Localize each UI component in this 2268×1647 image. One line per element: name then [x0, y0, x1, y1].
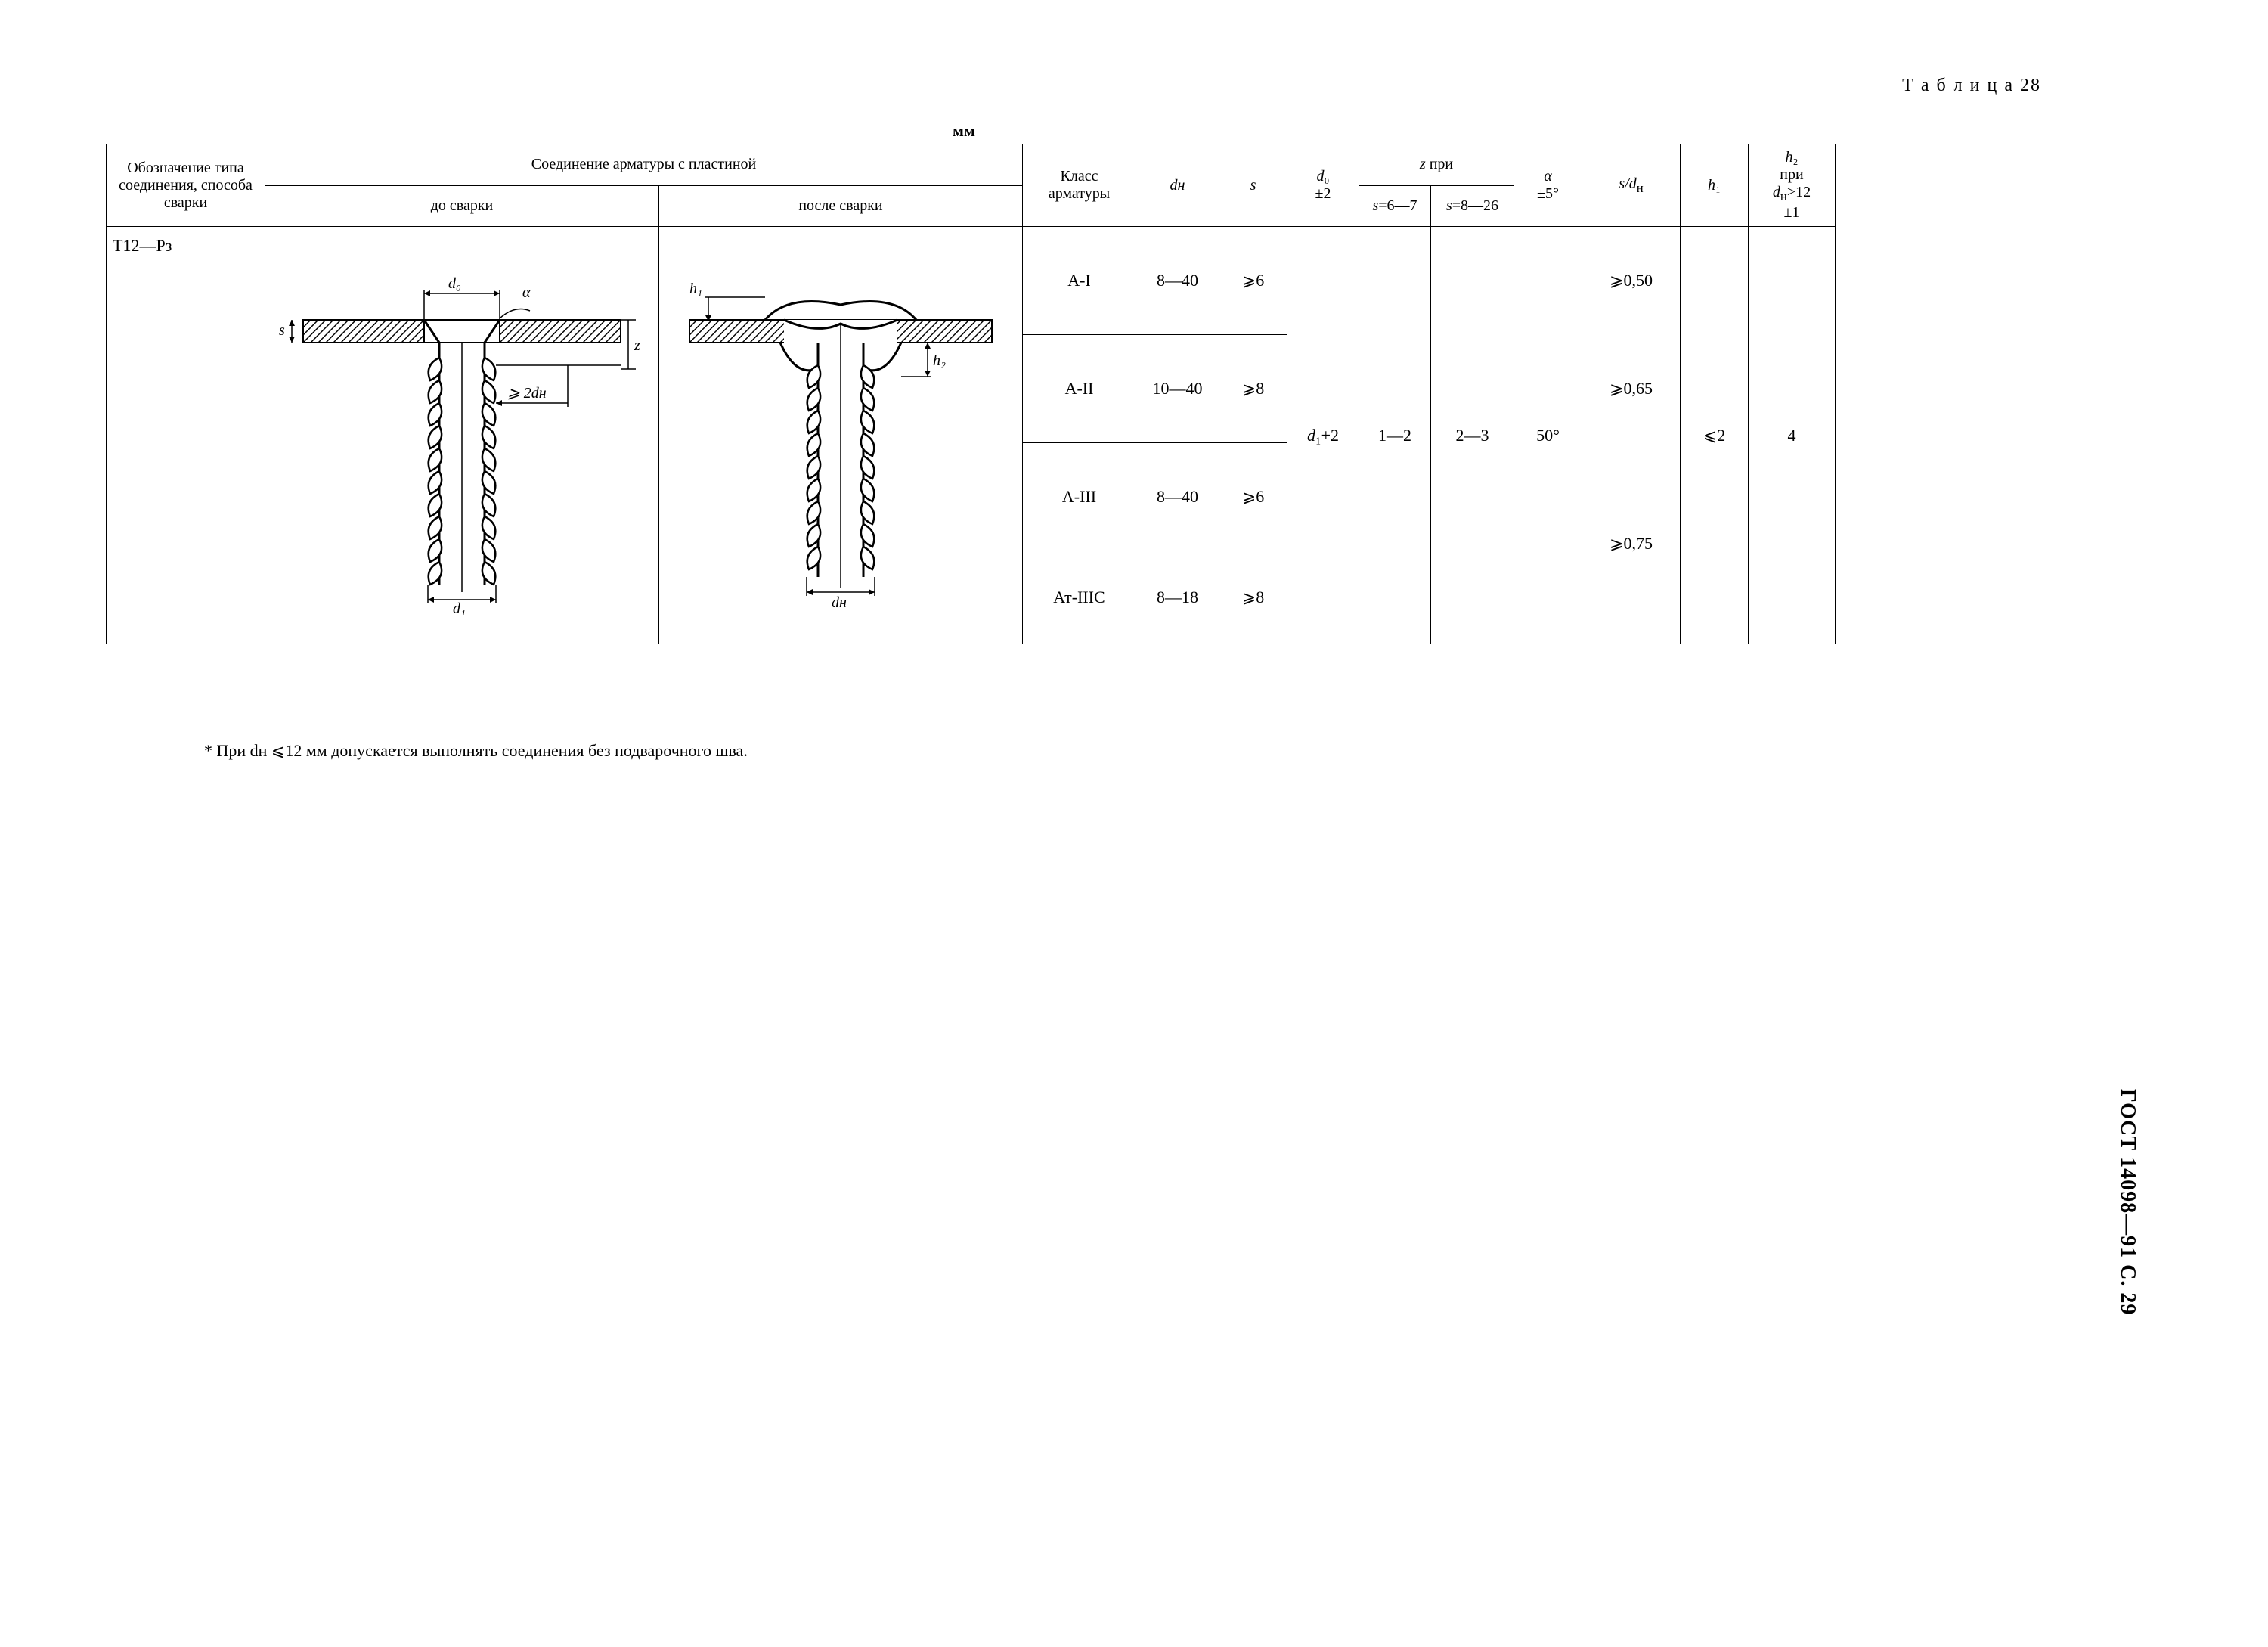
- label-d0: d₀: [448, 275, 461, 292]
- cell-dn-3: 8—40: [1136, 443, 1219, 551]
- cell-class-2: A-II: [1023, 335, 1136, 443]
- unit-label: мм: [953, 121, 975, 141]
- header-designation: Обозначение типа соединения, способа сва…: [107, 144, 265, 227]
- header-z-group: z при: [1359, 144, 1514, 186]
- cell-class-4: Ат-IIIС: [1023, 551, 1136, 644]
- label-s: s: [279, 322, 285, 339]
- header-h1: h₁: [1681, 144, 1749, 227]
- cell-s-2: ⩾8: [1219, 335, 1287, 443]
- header-z-s67: s=6—7: [1359, 185, 1431, 227]
- cell-designation: Т12—Рз: [107, 227, 265, 644]
- header-sdh: s/dн: [1582, 144, 1681, 227]
- header-s: s: [1219, 144, 1287, 227]
- svg-before-weld: α d₀ z: [273, 252, 651, 615]
- cell-d0: d₁+2: [1287, 227, 1359, 644]
- label-z: z: [634, 337, 640, 354]
- cell-sdh-1: ⩾0,50: [1582, 227, 1681, 335]
- header-before-weld: до сварки: [265, 185, 659, 227]
- table-caption: Т а б л и ц а 28: [1902, 76, 2041, 96]
- diagram-before-weld: α d₀ z: [265, 227, 659, 644]
- cell-s-1: ⩾6: [1219, 227, 1287, 335]
- header-alpha: α±5°: [1514, 144, 1582, 227]
- specification-table: Обозначение типа соединения, способа сва…: [106, 144, 1836, 644]
- cell-dn-1: 8—40: [1136, 227, 1219, 335]
- label-dn-after: dн: [832, 594, 847, 611]
- cell-h2: 4: [1749, 227, 1836, 644]
- svg-after-weld: h₁ h₂: [667, 252, 1015, 615]
- cell-dn-2: 10—40: [1136, 335, 1219, 443]
- cell-alpha: 50°: [1514, 227, 1582, 644]
- header-h2: h₂приdн>12±1: [1749, 144, 1836, 227]
- cell-s-4: ⩾8: [1219, 551, 1287, 644]
- label-alpha: α: [522, 284, 531, 301]
- cell-dn-4: 8—18: [1136, 551, 1219, 644]
- header-dn: dн: [1136, 144, 1219, 227]
- cell-z2: 2—3: [1431, 227, 1514, 644]
- document-page: Т а б л и ц а 28 мм Обозначение типа сое…: [45, 30, 2223, 1617]
- header-after-weld: после сварки: [659, 185, 1023, 227]
- label-h2: h₂: [933, 352, 946, 369]
- diagram-after-weld: h₁ h₂: [659, 227, 1023, 644]
- cell-class-3: A-III: [1023, 443, 1136, 551]
- cell-sdh-3: ⩾0,75: [1582, 443, 1681, 644]
- standard-reference: ГОСТ 14098—91 С. 29: [2115, 1089, 2139, 1315]
- footnote: * При dн ⩽12 мм допускается выполнять со…: [204, 741, 748, 761]
- cell-sdh-2: ⩾0,65: [1582, 335, 1681, 443]
- label-h1: h₁: [689, 281, 702, 297]
- cell-class-1: A-I: [1023, 227, 1136, 335]
- cell-z1: 1—2: [1359, 227, 1431, 644]
- header-z-s826: s=8—26: [1431, 185, 1514, 227]
- label-2dn: ⩾ 2dн: [507, 385, 547, 402]
- header-connection-group: Соединение арматуры с пластиной: [265, 144, 1023, 186]
- header-d0: d₀±2: [1287, 144, 1359, 227]
- cell-h1: ⩽2: [1681, 227, 1749, 644]
- cell-s-3: ⩾6: [1219, 443, 1287, 551]
- header-class: Класс арматуры: [1023, 144, 1136, 227]
- label-d1: d₁: [453, 600, 466, 615]
